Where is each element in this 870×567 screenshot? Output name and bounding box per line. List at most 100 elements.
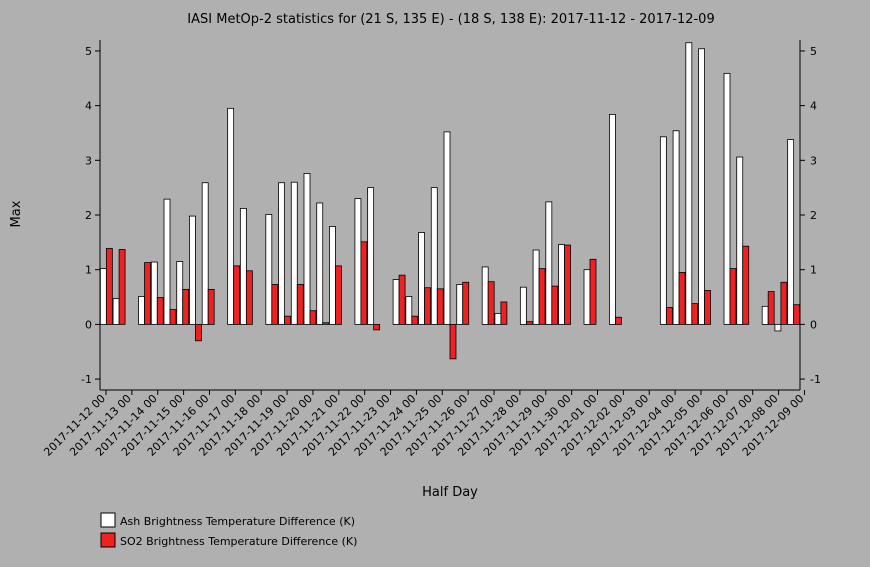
so2-bar — [538, 268, 546, 325]
so2-bar — [767, 291, 775, 325]
ash-bar — [443, 131, 451, 325]
so2-bar — [398, 274, 406, 325]
ash-bar — [354, 198, 362, 325]
so2-bar — [424, 287, 431, 325]
so2-bar — [615, 316, 622, 325]
ash-bar — [672, 130, 680, 325]
so2-bar — [704, 290, 711, 325]
so2-bar — [462, 281, 470, 325]
ash-bar — [736, 156, 744, 325]
so2-bar — [436, 288, 444, 325]
ash-bar — [418, 232, 425, 325]
ash-bar — [481, 266, 489, 325]
y-tick-label-right: 3 — [810, 154, 817, 167]
ash-bar — [583, 269, 591, 325]
so2-bar — [105, 247, 113, 325]
x-axis-label: Half Day — [422, 485, 478, 500]
y-tick-label-left: 3 — [85, 154, 92, 167]
legend-label-ash: Ash Brightness Temperature Difference (K… — [120, 515, 355, 528]
so2-bar — [360, 241, 368, 325]
ash-bar — [290, 181, 298, 325]
ash-bar — [138, 296, 145, 325]
so2-bar — [691, 303, 699, 325]
bars-group — [99, 42, 801, 360]
ash-bar — [163, 198, 171, 325]
so2-bar — [322, 322, 330, 325]
so2-bar — [373, 323, 381, 331]
ash-bar — [659, 136, 667, 325]
ash-bar — [278, 182, 285, 325]
so2-bar — [780, 281, 788, 325]
ash-bar — [99, 268, 107, 325]
ash-bar — [494, 313, 502, 325]
ash-bar — [698, 48, 705, 325]
so2-bar — [182, 288, 190, 325]
ash-bar — [456, 284, 464, 325]
ash-bar — [367, 187, 375, 325]
ash-bar — [176, 261, 184, 325]
ash-bar — [392, 279, 400, 325]
ash-bar — [316, 202, 324, 325]
so2-bar — [245, 270, 253, 325]
so2-bar — [233, 265, 241, 325]
ash-bar — [545, 201, 553, 325]
ash-bar — [723, 72, 731, 325]
y-axis-label: Max — [9, 200, 24, 227]
y-tick-label-right: -1 — [810, 373, 821, 386]
y-tick-label-right: 1 — [810, 264, 817, 277]
ash-bar — [558, 244, 565, 325]
so2-bar — [449, 323, 457, 360]
ash-bar — [150, 261, 158, 325]
y-tick-label-left: -1 — [81, 373, 92, 386]
ash-bar — [239, 208, 247, 325]
ash-bar — [761, 305, 769, 325]
ash-bar — [405, 296, 413, 325]
so2-bar — [296, 284, 304, 325]
so2-bar — [284, 315, 291, 325]
y-tick-label-right: 4 — [810, 100, 817, 113]
so2-bar — [551, 285, 559, 325]
so2-bar — [589, 258, 597, 325]
so2-bar — [207, 288, 215, 325]
so2-bar — [309, 310, 317, 325]
so2-bar — [678, 272, 686, 325]
ash-bar — [201, 182, 209, 325]
y-tick-label-right: 5 — [810, 45, 817, 58]
ash-bar — [532, 249, 540, 325]
y-tick-label-left: 5 — [85, 45, 92, 58]
ash-bar — [685, 42, 693, 325]
ash-bar — [112, 298, 120, 325]
so2-bar — [729, 268, 737, 325]
ash-bar — [609, 113, 616, 325]
ash-bar — [303, 173, 311, 325]
legend-swatch-so2 — [100, 532, 116, 548]
so2-bar — [665, 307, 673, 325]
ash-bar — [519, 286, 527, 325]
ash-bar — [189, 215, 196, 325]
ash-bar — [329, 226, 336, 325]
so2-bar — [742, 245, 750, 325]
so2-bar — [411, 315, 419, 325]
so2-bar — [793, 304, 801, 325]
chart-title: IASI MetOp-2 statistics for (21 S, 135 E… — [187, 12, 714, 27]
so2-bar — [564, 244, 571, 325]
so2-bar — [195, 323, 202, 342]
ash-bar — [227, 107, 235, 325]
ash-bar — [774, 323, 782, 332]
legend-swatch-ash — [100, 512, 116, 528]
so2-bar — [487, 281, 495, 325]
so2-bar — [525, 321, 533, 325]
ash-bar — [265, 214, 273, 325]
so2-bar — [335, 265, 342, 325]
so2-bar — [169, 309, 177, 325]
y-tick-label-left: 0 — [85, 318, 92, 331]
y-tick-label-right: 2 — [810, 209, 817, 222]
so2-bar — [156, 297, 164, 325]
y-tick-label-left: 2 — [85, 209, 92, 222]
y-tick-label-left: 4 — [85, 100, 92, 113]
ash-bar — [787, 139, 795, 325]
so2-bar — [271, 284, 279, 325]
so2-bar — [144, 262, 151, 325]
